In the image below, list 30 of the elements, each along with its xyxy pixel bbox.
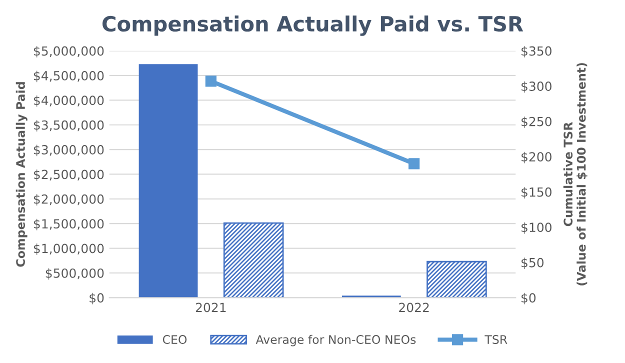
legend-label: CEO: [162, 335, 187, 344]
y2-tick-label: $100: [522, 222, 552, 234]
y-tick-label: $3,000,000: [34, 144, 104, 156]
x-tick-label: 2021: [196, 302, 226, 312]
y-tick-label: $1,000,000: [34, 244, 104, 255]
y-tick-label: $4,000,000: [34, 95, 104, 107]
legend-label: TSR: [484, 335, 508, 344]
y2-tick-label: $250: [522, 116, 552, 128]
y2-tick-label: $150: [522, 187, 552, 198]
y-tick-label: $5,000,000: [34, 46, 104, 58]
y-tick-label: $0: [90, 292, 104, 304]
y2-tick-label: $300: [522, 81, 552, 93]
y2-tick-label: $200: [522, 152, 552, 164]
bar: [426, 260, 487, 298]
y2-tick-label: $350: [522, 46, 552, 58]
y-tick-label: $3,500,000: [34, 120, 104, 132]
y2-tick-label: $50: [522, 258, 544, 269]
y-axis-title: Compensation Actually Paid: [16, 82, 28, 267]
y-tick-label: $1,500,000: [34, 218, 104, 230]
y-tick-label: $4,500,000: [34, 70, 104, 82]
y-tick-label: $2,500,000: [34, 169, 104, 181]
y2-axis-title: Cumulative TSR (Value of Initial $100 Investment): [563, 63, 588, 286]
chart-title: Compensation Actually Paid vs. TSR: [102, 16, 524, 36]
y2-tick-label: $0: [522, 292, 536, 304]
legend-label: Average for Non-CEO NEOs: [256, 334, 416, 346]
x-tick-label: 2022: [399, 302, 429, 312]
bar: [223, 222, 284, 298]
y-tick-label: $2,000,000: [34, 194, 104, 206]
y-tick-label: $500,000: [46, 268, 104, 280]
bar: [138, 64, 198, 298]
